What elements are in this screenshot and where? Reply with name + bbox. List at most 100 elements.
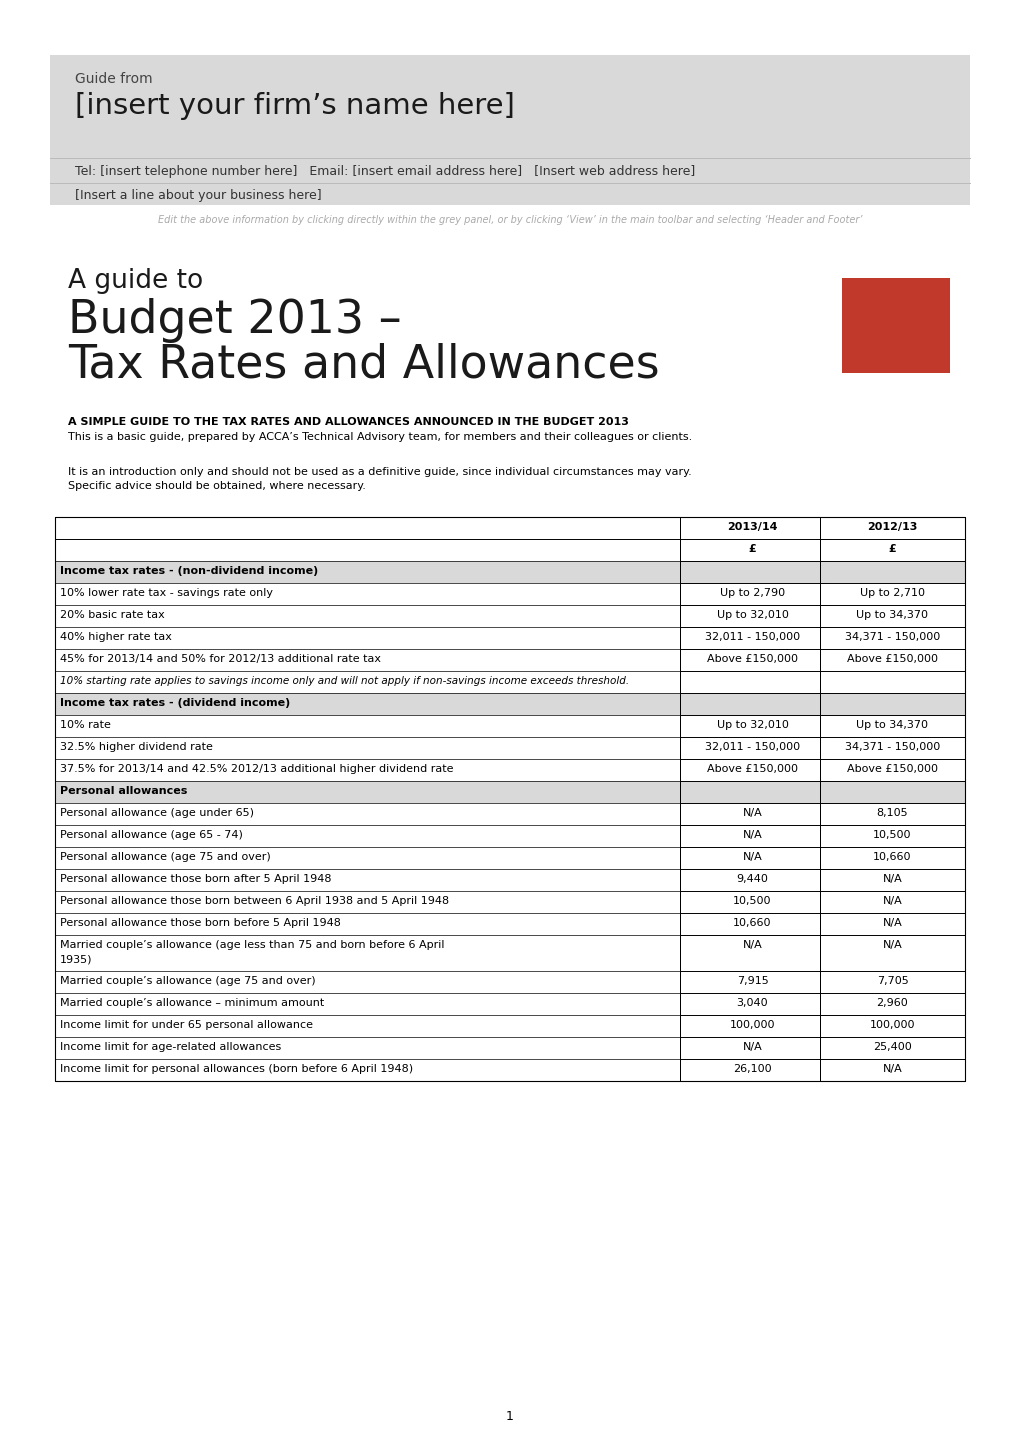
Bar: [680, 913, 824, 935]
Text: 1935): 1935): [60, 954, 93, 964]
Text: 10,500: 10,500: [872, 830, 911, 840]
Text: 10% lower rate tax - savings rate only: 10% lower rate tax - savings rate only: [60, 587, 273, 597]
Text: Above £150,000: Above £150,000: [706, 763, 797, 773]
Text: Up to 34,370: Up to 34,370: [856, 610, 927, 620]
Bar: [680, 759, 824, 781]
Text: 10,500: 10,500: [733, 896, 771, 906]
Bar: [55, 1059, 964, 1081]
Bar: [55, 583, 964, 605]
Bar: [819, 1059, 964, 1081]
Text: N/A: N/A: [742, 808, 761, 818]
Bar: [819, 971, 964, 993]
Text: Edit the above information by clicking directly within the grey panel, or by cli: Edit the above information by clicking d…: [158, 215, 861, 225]
Bar: [680, 671, 824, 693]
Text: N/A: N/A: [881, 939, 902, 949]
Bar: [55, 561, 964, 583]
Bar: [680, 802, 824, 825]
Bar: [680, 825, 824, 847]
Bar: [819, 517, 964, 540]
Bar: [55, 802, 964, 825]
Text: Income tax rates - (dividend income): Income tax rates - (dividend income): [60, 698, 290, 709]
Bar: [55, 540, 964, 561]
Text: 20% basic rate tax: 20% basic rate tax: [60, 610, 165, 620]
Text: Tel: [insert telephone number here]   Email: [insert email address here]   [Inse: Tel: [insert telephone number here] Emai…: [75, 165, 695, 177]
Text: N/A: N/A: [881, 1063, 902, 1074]
Bar: [680, 561, 824, 583]
Bar: [55, 759, 964, 781]
Text: [insert your firm’s name here]: [insert your firm’s name here]: [75, 92, 515, 120]
Bar: [841, 278, 949, 372]
Text: Up to 32,010: Up to 32,010: [716, 610, 788, 620]
Bar: [819, 802, 964, 825]
Text: It is an introduction only and should not be used as a definitive guide, since i: It is an introduction only and should no…: [68, 468, 691, 478]
Text: Guide from: Guide from: [75, 72, 153, 87]
Text: Personal allowance those born between 6 April 1938 and 5 April 1948: Personal allowance those born between 6 …: [60, 896, 448, 906]
Bar: [55, 847, 964, 869]
Text: Income limit for personal allowances (born before 6 April 1948): Income limit for personal allowances (bo…: [60, 1063, 413, 1074]
Bar: [680, 583, 824, 605]
Bar: [819, 869, 964, 890]
Text: 34,371 - 150,000: 34,371 - 150,000: [844, 742, 940, 752]
Bar: [55, 714, 964, 737]
Text: 26,100: 26,100: [733, 1063, 771, 1074]
Text: Up to 34,370: Up to 34,370: [856, 720, 927, 730]
Text: Income tax rates - (non-dividend income): Income tax rates - (non-dividend income): [60, 566, 318, 576]
Bar: [819, 1038, 964, 1059]
Text: 1: 1: [505, 1410, 514, 1423]
Bar: [819, 781, 964, 802]
Text: A guide to: A guide to: [68, 268, 203, 294]
Bar: [55, 913, 964, 935]
Bar: [680, 869, 824, 890]
Text: Personal allowances: Personal allowances: [60, 786, 187, 797]
Text: A SIMPLE GUIDE TO THE TAX RATES AND ALLOWANCES ANNOUNCED IN THE BUDGET 2013: A SIMPLE GUIDE TO THE TAX RATES AND ALLO…: [68, 417, 629, 427]
Bar: [819, 935, 964, 971]
Bar: [819, 583, 964, 605]
Text: [Insert a line about your business here]: [Insert a line about your business here]: [75, 189, 321, 202]
Text: Tax Rates and Allowances: Tax Rates and Allowances: [68, 342, 659, 387]
Bar: [680, 890, 824, 913]
Text: This is a basic guide, prepared by ACCA’s Technical Advisory team, for members a: This is a basic guide, prepared by ACCA’…: [68, 431, 692, 442]
Bar: [55, 1014, 964, 1038]
Text: Personal allowance (age under 65): Personal allowance (age under 65): [60, 808, 254, 818]
Bar: [680, 605, 824, 628]
Text: Income limit for age-related allowances: Income limit for age-related allowances: [60, 1042, 281, 1052]
Bar: [55, 993, 964, 1014]
Bar: [680, 971, 824, 993]
Bar: [680, 628, 824, 649]
Bar: [680, 847, 824, 869]
Bar: [680, 935, 824, 971]
Bar: [680, 1014, 824, 1038]
Bar: [55, 649, 964, 671]
Text: Above £150,000: Above £150,000: [706, 654, 797, 664]
Text: Budget 2013 –: Budget 2013 –: [68, 299, 401, 343]
Bar: [680, 1038, 824, 1059]
Bar: [680, 737, 824, 759]
Bar: [55, 971, 964, 993]
Bar: [819, 628, 964, 649]
Bar: [680, 993, 824, 1014]
Bar: [819, 561, 964, 583]
Text: 37.5% for 2013/14 and 42.5% 2012/13 additional higher dividend rate: 37.5% for 2013/14 and 42.5% 2012/13 addi…: [60, 763, 453, 773]
Bar: [50, 55, 969, 205]
Text: 3,040: 3,040: [736, 999, 767, 1009]
Text: N/A: N/A: [881, 918, 902, 928]
Text: Up to 2,710: Up to 2,710: [859, 587, 924, 597]
Text: 32.5% higher dividend rate: 32.5% higher dividend rate: [60, 742, 213, 752]
Text: Personal allowance those born after 5 April 1948: Personal allowance those born after 5 Ap…: [60, 874, 331, 885]
Text: 7,915: 7,915: [736, 975, 767, 986]
Bar: [819, 737, 964, 759]
Text: Income limit for under 65 personal allowance: Income limit for under 65 personal allow…: [60, 1020, 313, 1030]
Bar: [819, 540, 964, 561]
Text: N/A: N/A: [742, 939, 761, 949]
Bar: [55, 869, 964, 890]
Text: 45% for 2013/14 and 50% for 2012/13 additional rate tax: 45% for 2013/14 and 50% for 2012/13 addi…: [60, 654, 381, 664]
Bar: [680, 781, 824, 802]
Bar: [55, 890, 964, 913]
Bar: [819, 825, 964, 847]
Bar: [819, 913, 964, 935]
Bar: [819, 649, 964, 671]
Bar: [55, 605, 964, 628]
Text: Specific advice should be obtained, where necessary.: Specific advice should be obtained, wher…: [68, 481, 366, 491]
Text: 2012/13: 2012/13: [866, 522, 917, 532]
Text: 34,371 - 150,000: 34,371 - 150,000: [844, 632, 940, 642]
